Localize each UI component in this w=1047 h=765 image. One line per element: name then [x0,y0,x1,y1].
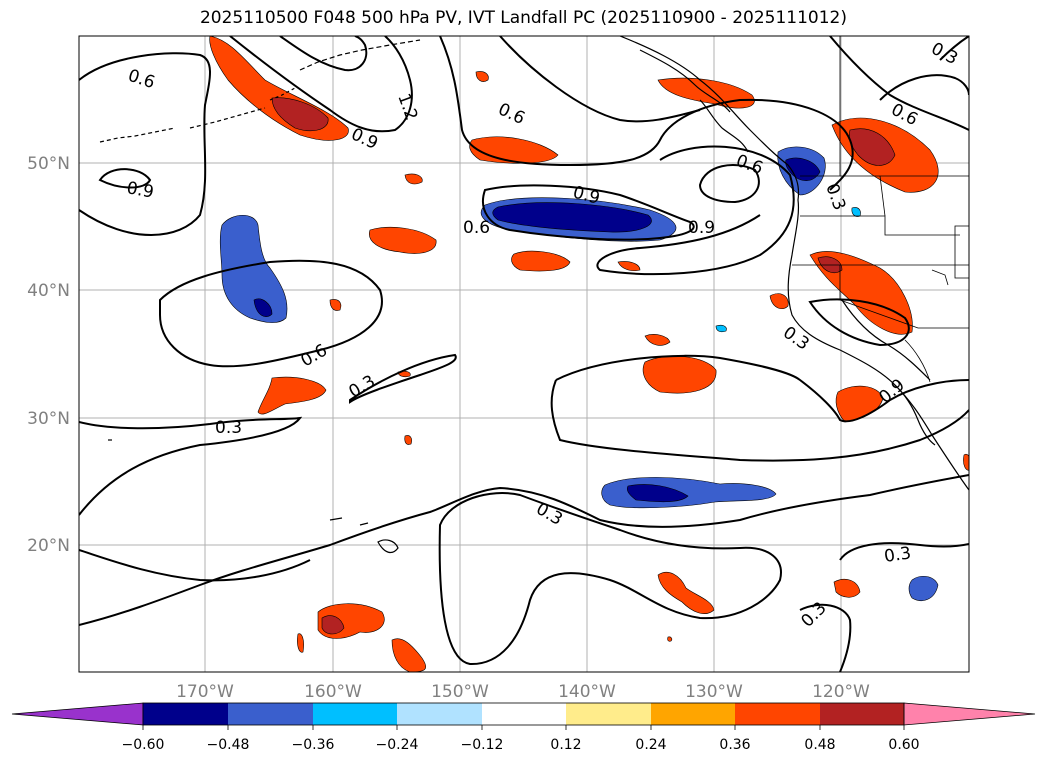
colorbar-tick-label: 0.12 [550,737,581,753]
colorbar-segment [735,703,820,725]
colorbar-tick-label: −0.60 [122,737,165,753]
colorbar-extend-max [903,702,1036,726]
colorbar-segment [482,703,566,725]
colorbar: −0.60 −0.48 −0.36 −0.24 −0.12 0.12 0.24 … [11,702,1036,753]
positive-anomaly-shading [209,36,969,672]
colorbar-tick-label: 0.36 [719,737,750,753]
lon-label-150w: 150°W [431,682,489,702]
contour-label: 0.9 [688,218,715,238]
contour-label: 0.6 [463,218,490,238]
colorbar-segment [651,703,735,725]
colorbar-segment [820,703,904,725]
colorbar-tick-label: −0.48 [207,737,250,753]
lon-label-160w: 160°W [304,682,362,702]
lat-label-40n: 40°N [27,281,70,301]
lon-label-140w: 140°W [558,682,616,702]
figure-title: 2025110500 F048 500 hPa PV, IVT Landfall… [199,8,847,28]
colorbar-tick-label: 0.60 [888,737,919,753]
colorbar-segment [228,703,313,725]
latitude-labels: 50°N 40°N 30°N 20°N [27,154,70,556]
colorbar-tick-label: −0.24 [376,737,419,753]
colorbar-segment [143,703,228,725]
lon-label-120w: 120°W [812,682,870,702]
contour-label: 0.9 [125,178,155,202]
lat-label-20n: 20°N [27,536,70,556]
colorbar-tick-label: 0.24 [635,737,666,753]
pv-contours [79,36,969,672]
contour-label: 0.3 [215,418,242,438]
lat-label-50n: 50°N [27,154,70,174]
colorbar-segment [566,703,651,725]
contour-label: 0.3 [883,543,913,567]
lon-label-130w: 130°W [685,682,743,702]
negative-anomaly-shading [219,146,939,601]
colorbar-tick-label: 0.48 [804,737,835,753]
lon-label-170w: 170°W [176,682,234,702]
political-borders [792,36,969,383]
longitude-labels: 170°W 160°W 150°W 140°W 130°W 120°W [176,682,870,702]
colorbar-tick-label: −0.12 [461,737,504,753]
colorbar-segment [313,703,397,725]
colorbar-tick-label: −0.36 [292,737,335,753]
map-border [78,35,970,673]
colorbar-outline [142,702,905,726]
lat-label-30n: 30°N [27,409,70,429]
colorbar-segment [397,703,482,725]
colorbar-extend-min [11,702,144,726]
